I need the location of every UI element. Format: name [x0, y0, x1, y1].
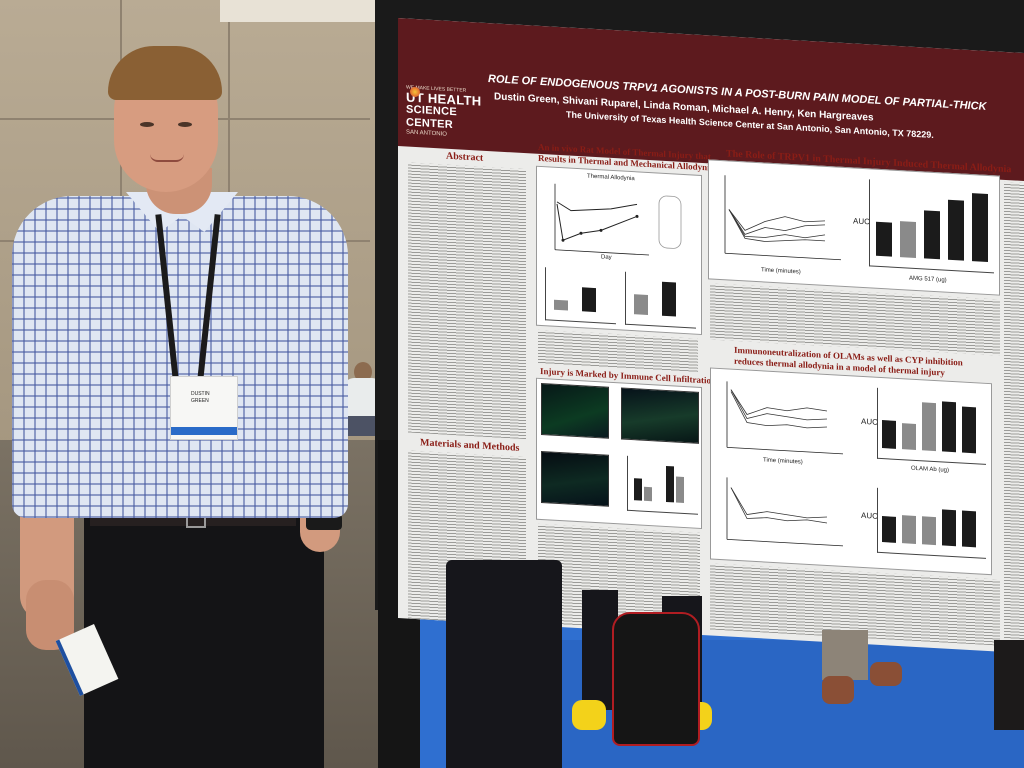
bar-chart-cells: [627, 455, 698, 515]
ceiling: [220, 0, 420, 22]
research-poster: WE MAKE LIVES BETTER UT HEALTH SCIENCE C…: [398, 18, 1024, 653]
backpack: [612, 612, 700, 746]
axis-auc: AUC: [861, 510, 878, 521]
axis-olam: OLAM Ab (ug): [911, 465, 950, 474]
logo-star-icon: [410, 86, 420, 98]
wall-seam: [0, 240, 370, 242]
axis-day: Day: [601, 254, 612, 261]
person-legs: [446, 560, 562, 768]
brown-shoe: [870, 662, 902, 686]
brown-shoe: [822, 676, 854, 704]
wall-seam: [228, 0, 230, 470]
abstract-text: [408, 162, 526, 440]
axis-time: Time (minutes): [763, 457, 803, 466]
axis-amg: AMG 517 (ug): [909, 275, 947, 284]
conclusions-text: [1004, 181, 1024, 653]
axis-auc: AUC: [861, 416, 878, 427]
figure-olam-neutralization: Time (minutes) AUC OLAM Ab (ug) AUC: [710, 367, 992, 576]
yellow-shoe: [572, 700, 606, 730]
abstract-heading: Abstract: [446, 150, 484, 164]
figure-thermal-allodynia: Thermal Allodynia Day: [536, 165, 702, 335]
bar-chart-thermal: [625, 271, 696, 329]
person-legs: [994, 640, 1024, 730]
person-legs: [822, 630, 868, 680]
axis-auc: AUC: [853, 216, 870, 227]
chart-title: Thermal Allodynia: [587, 173, 635, 183]
figure-immune-infiltration: [536, 377, 702, 529]
bar-chart-mechanical: [545, 267, 616, 325]
olam-latency-chart: [726, 381, 843, 455]
allodynia-line-chart: [554, 183, 682, 256]
auc-bar-chart: [869, 179, 994, 274]
cyp-auc-bar-chart: [877, 487, 986, 559]
microscopy-image: [621, 387, 699, 444]
withdrawal-latency-chart: [724, 175, 841, 261]
olam-auc-bar-chart: [877, 387, 986, 465]
axis-time: Time (minutes): [761, 267, 801, 276]
microscopy-image: [541, 450, 609, 507]
microscopy-image: [541, 382, 609, 439]
figure-caption: [710, 283, 1000, 356]
figure-trpv1-role: Time (minutes) AUC AMG 517 (ug): [708, 159, 1000, 296]
wall-seam: [0, 118, 370, 120]
wall-seam: [120, 0, 122, 470]
cyp-latency-chart: [726, 477, 843, 547]
